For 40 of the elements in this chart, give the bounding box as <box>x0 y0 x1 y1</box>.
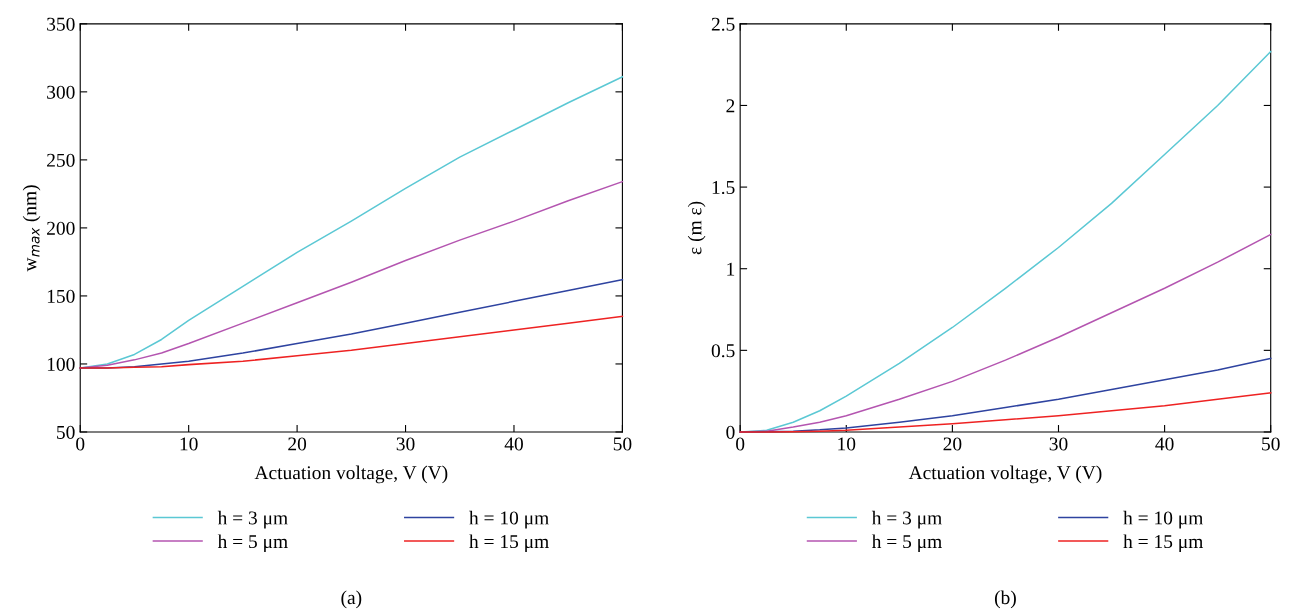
x-tick-label: 50 <box>1262 437 1280 451</box>
line-series <box>79 315 624 369</box>
legend-label: h = 10 μm <box>469 510 549 529</box>
y-tick-label: 200 <box>47 221 75 235</box>
y-tick-label: 150 <box>47 289 75 303</box>
x-tick-label: 40 <box>1155 437 1174 451</box>
x-tick-label: 10 <box>838 437 856 451</box>
legend-label: h = 3 μm <box>217 510 288 529</box>
legend-label: h = 5 μm <box>217 534 288 553</box>
y-tick-label: 250 <box>47 153 75 167</box>
y-tick-label: 300 <box>47 85 75 99</box>
legend-label: h = 15 μm <box>469 534 549 553</box>
y-tick-label: 2.5 <box>711 17 735 31</box>
legend-label: h = 10 μm <box>1123 510 1204 529</box>
y-tick-label: 0 <box>726 425 735 439</box>
legend-label: h = 5 μm <box>871 534 942 553</box>
text: (b) <box>994 590 1016 609</box>
legend-label: h = 15 μm <box>1123 534 1204 553</box>
x-tick-label: 30 <box>1049 437 1068 451</box>
y-tick-label: 2 <box>726 99 735 113</box>
x-tick-label: 0 <box>736 437 745 451</box>
y-tick-label: 0.5 <box>711 344 735 358</box>
y-tick-label: 1.5 <box>712 181 735 195</box>
x-tick-label: 10 <box>180 437 198 451</box>
x-tick-label: 20 <box>288 437 307 451</box>
x-axis-title: Actuation voltage, V (V) <box>254 465 448 484</box>
text: (a) <box>341 590 362 609</box>
legend-label: h = 3 μm <box>871 510 942 529</box>
y-tick-label: 1 <box>727 262 735 276</box>
y-axis-title: w$_{max}$ (nm) <box>22 185 41 272</box>
x-tick-label: 0 <box>76 437 85 451</box>
y-tick-label: 50 <box>57 425 75 439</box>
x-tick-label: 20 <box>943 437 962 451</box>
x-tick-label: 50 <box>613 437 632 451</box>
y-tick-label: 350 <box>47 17 75 31</box>
x-tick-label: 40 <box>504 437 523 451</box>
x-axis-title: Actuation voltage, V (V) <box>908 465 1102 484</box>
y-tick-label: 100 <box>47 357 75 371</box>
y-axis-title: ε (m ε) <box>687 201 706 255</box>
x-tick-label: 30 <box>396 437 415 451</box>
